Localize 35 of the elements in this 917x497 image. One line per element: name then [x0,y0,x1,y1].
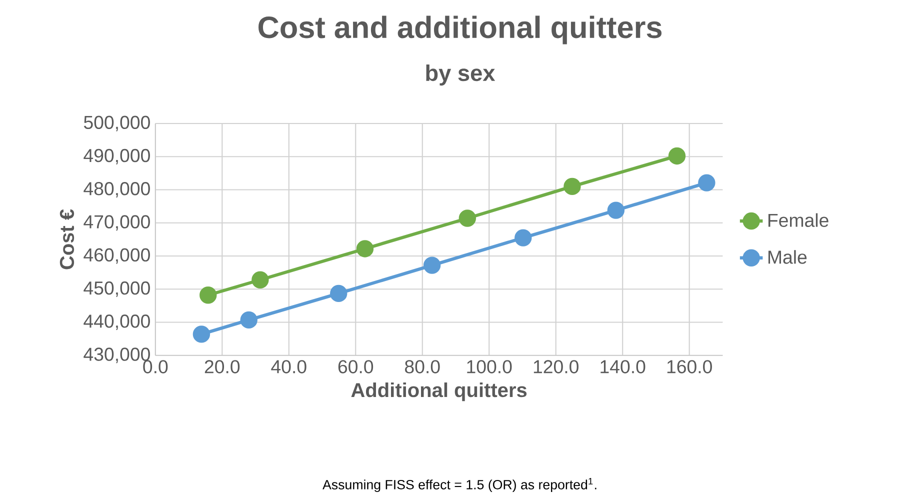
point [356,240,374,258]
y-tick-label: 500,000 [84,116,150,132]
x-tick-label: 140.0 [600,360,646,374]
x-tick-label: 160.0 [667,360,712,374]
point [192,326,210,343]
text: Assuming FISS effect = 1.5 (OR) as reported$^{1}$. [322,478,596,492]
point [458,210,476,227]
chart-subtitle: by sex [426,64,496,86]
point [330,284,348,302]
point [564,178,581,196]
y-tick-label: 480,000 [84,182,150,198]
chart-title: Cost and additional quitters [258,16,662,44]
y-tick-label: 450,000 [84,281,150,297]
point [252,271,269,288]
x-tick-label: 20.0 [204,360,240,374]
legend-label: Female [768,213,828,227]
point [607,202,625,219]
y-tick-label: 490,000 [84,148,150,164]
x-tick-label: 60.0 [338,360,374,374]
y-tick-label: 470,000 [84,215,150,231]
y-axis-title: Cost € [60,209,74,270]
point [423,256,441,274]
point [514,229,532,246]
y-tick-label: 440,000 [84,314,150,330]
x-axis-title: Additional quitters [351,382,527,402]
y-tick-label: 460,000 [84,248,150,264]
point [668,147,686,165]
legend-label: Male [768,250,807,264]
point [200,286,217,304]
point [698,174,716,192]
x-tick-label: 100.0 [467,360,512,374]
x-tick-label: 40.0 [271,360,306,374]
x-tick-label: 80.0 [405,360,440,374]
point [240,311,258,329]
x-tick-label: 120.0 [534,360,578,374]
